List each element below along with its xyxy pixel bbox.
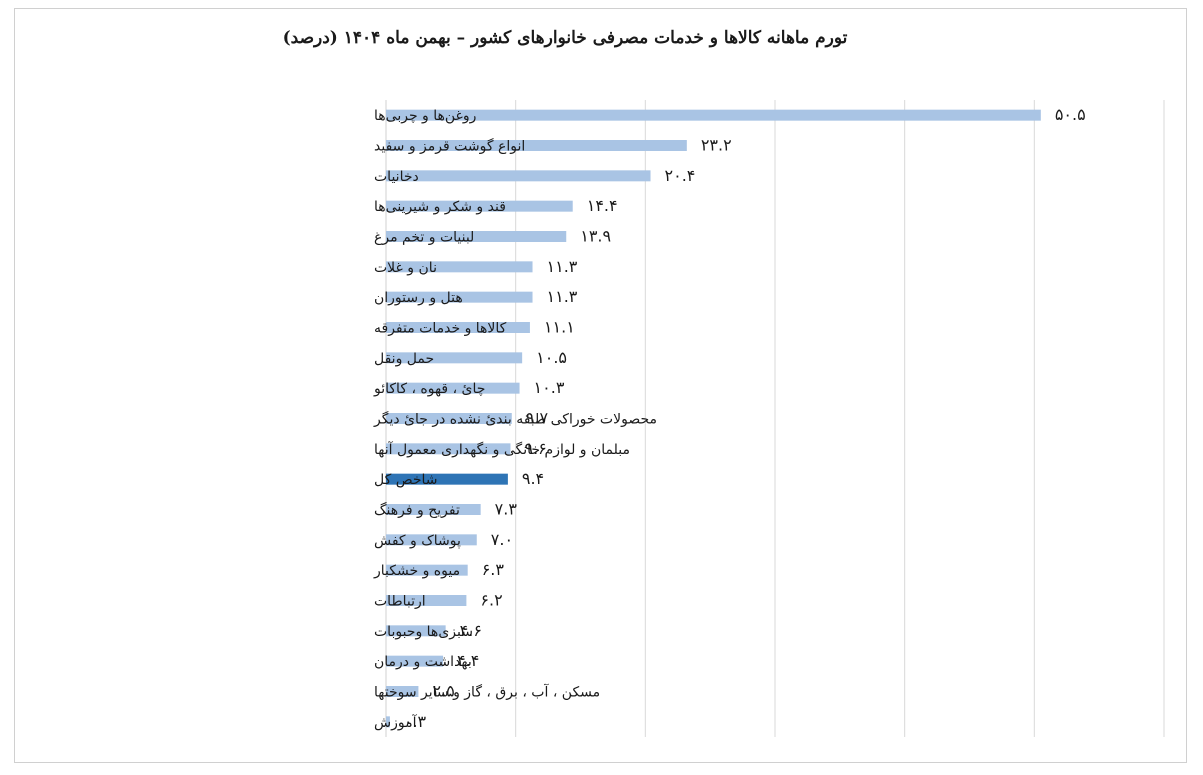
bar — [386, 261, 533, 273]
bar — [386, 473, 508, 485]
bar — [386, 382, 520, 394]
data-label: ۹.۶ — [524, 439, 546, 458]
data-label: ۱۳.۹ — [580, 227, 611, 246]
data-label: ۰.۳ — [404, 712, 427, 731]
bar — [386, 140, 687, 151]
data-label: ۲۳.۲ — [701, 136, 732, 155]
category-label: پوشاک و کفش — [374, 533, 461, 549]
category-label: کالاها و خدمات متفرقه — [374, 321, 507, 337]
data-label: ۱۴.۴ — [587, 196, 618, 215]
chart-title: تورم ماهانه کالاها و خدمات مصرفی خانواره… — [282, 28, 848, 48]
data-label: ۲۰.۴ — [665, 166, 696, 185]
bar — [386, 716, 390, 728]
category-label: نان و غلات — [374, 260, 437, 276]
category-label: دخانیات — [374, 169, 419, 185]
category-label: میوه و خشکبار — [373, 563, 460, 579]
data-label: ۴.۶ — [460, 621, 482, 640]
bar — [386, 231, 567, 242]
bar — [386, 504, 481, 515]
data-label: ۵۰.۵ — [1055, 105, 1086, 124]
bar — [386, 200, 573, 212]
data-label: ۱۱.۳ — [547, 287, 578, 306]
category-label: حمل ونقل — [374, 351, 434, 367]
category-label: تفریح و فرهنگ — [374, 502, 460, 519]
data-label: ۹.۴ — [522, 469, 544, 488]
bar — [386, 443, 511, 455]
data-label: ۲.۵ — [432, 682, 454, 701]
bar — [386, 655, 444, 667]
category-label: شاخص کل — [374, 472, 438, 488]
bar — [386, 534, 477, 546]
bar — [386, 109, 1041, 121]
category-label: آموزش — [374, 714, 418, 731]
bar — [386, 322, 530, 333]
category-label: مبلمان و لوازم خانگی و نگهداری معمول آنه… — [374, 441, 630, 458]
data-label: ۱۱.۳ — [547, 257, 578, 276]
category-label: ارتباطات — [374, 594, 426, 610]
bar — [386, 564, 468, 576]
category-label: محصولات خوراکی طبقه بندئ نشده در جائ دیگ… — [373, 411, 657, 428]
bar — [386, 352, 523, 364]
data-label: ۱۰.۳ — [534, 378, 565, 397]
data-label: ۷.۰ — [491, 530, 513, 549]
data-label: ۱۰.۵ — [536, 348, 567, 367]
category-label: قند و شکر و شیرینی‌ها — [374, 199, 506, 215]
bar — [386, 625, 446, 637]
category-label: هتل و رستوران — [374, 290, 463, 306]
category-label: انواع گوشت قرمز و سفید — [374, 138, 525, 155]
chart-frame — [14, 8, 1187, 763]
category-label: چائ ، قهوه ، کاکائو — [373, 381, 485, 397]
category-label: مسکن ، آب ، برق ، گاز و سایر سوختها — [374, 684, 600, 701]
bar — [386, 413, 512, 424]
category-label: سبزی‌ها وحبوبات — [374, 624, 473, 640]
bar — [386, 595, 467, 606]
bar — [386, 291, 533, 303]
data-label: ۱۱.۱ — [544, 318, 575, 337]
category-label: بهداشت و درمان — [374, 654, 472, 670]
category-label: لبنیات و تخم مرغ — [374, 230, 474, 246]
bar — [386, 686, 419, 697]
data-label: ۴.۴ — [457, 651, 479, 670]
data-label: ۷.۳ — [495, 500, 518, 519]
bar — [386, 170, 651, 182]
data-label: ۹.۷ — [526, 409, 549, 428]
data-label: ۶.۲ — [480, 591, 502, 610]
category-label: روغن‌ها و چربی‌ها — [374, 108, 476, 124]
data-label: ۶.۳ — [482, 560, 505, 579]
